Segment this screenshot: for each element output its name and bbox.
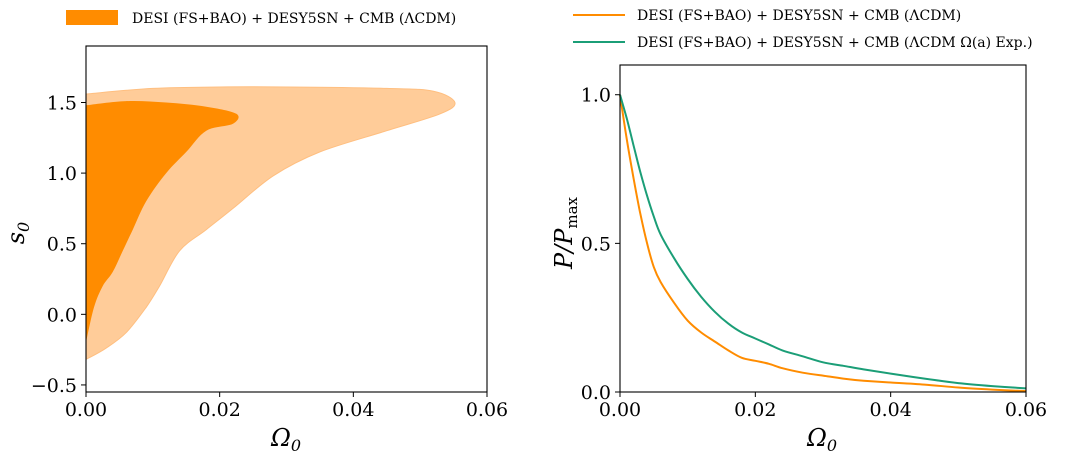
y-tick-label: 0.5 [581, 233, 611, 255]
legend-swatch-contour [66, 10, 118, 25]
left-y-axis-label-main: s [2, 232, 30, 244]
left-y-axis-label: s0 [2, 222, 33, 245]
right-x-axis-label: Ω0 [806, 424, 837, 455]
x-tick-label: 0.04 [332, 399, 374, 421]
right-x-ticks: 0.00 0.02 0.04 0.06 [599, 392, 1047, 421]
right-legend: DESI (FS+BAO) + DESY5SN + CMB (ΛCDM) DESI… [573, 8, 1033, 51]
series-line-2 [619, 94, 1027, 390]
x-tick-label: 0.02 [199, 399, 241, 421]
right-y-axis-label-sub: max [563, 196, 581, 228]
left-x-axis-label-main: Ω [270, 424, 291, 452]
y-tick-label: 1.0 [581, 85, 611, 107]
right-y-ticks: 0.0 0.5 1.0 [581, 85, 620, 404]
left-y-ticks: −0.5 0.0 0.5 1.0 1.5 [31, 92, 86, 397]
contour-region-68pct [86, 100, 239, 343]
left-legend: DESI (FS+BAO) + DESY5SN + CMB (ΛCDM) [66, 10, 456, 27]
y-tick-label: 0.0 [47, 304, 77, 326]
right-line-chart: DESI (FS+BAO) + DESY5SN + CMB (ΛCDM) DESI… [550, 8, 1047, 455]
left-y-axis-label-sub: 0 [14, 222, 33, 232]
left-x-ticks: 0.00 0.02 0.04 0.06 [65, 392, 508, 421]
right-plot-frame [619, 64, 1027, 393]
x-tick-label: 0.06 [466, 399, 508, 421]
left-contour-chart: DESI (FS+BAO) + DESY5SN + CMB (ΛCDM) 0.0… [2, 10, 508, 455]
y-tick-label: 1.0 [47, 163, 77, 185]
right-y-axis-label-main: P/P [550, 228, 578, 270]
y-tick-label: 0.5 [47, 234, 77, 256]
y-tick-label: 1.5 [47, 92, 77, 114]
left-plot-frame [85, 45, 488, 393]
right-x-axis-label-sub: 0 [827, 436, 837, 455]
x-tick-label: 0.06 [1005, 399, 1047, 421]
left-x-axis-label-sub: 0 [291, 436, 301, 455]
y-tick-label: −0.5 [31, 375, 77, 397]
x-tick-label: 0.02 [734, 399, 776, 421]
y-tick-label: 0.0 [581, 382, 611, 404]
legend-label-1: DESI (FS+BAO) + DESY5SN + CMB (ΛCDM) [637, 8, 961, 24]
x-tick-label: 0.00 [65, 399, 107, 421]
x-tick-label: 0.00 [599, 399, 641, 421]
right-x-axis-label-main: Ω [806, 424, 827, 452]
right-y-axis-label: P/Pmax [550, 196, 581, 270]
line-series [619, 94, 1027, 393]
x-tick-label: 0.04 [870, 399, 912, 421]
legend-label-2: DESI (FS+BAO) + DESY5SN + CMB (ΛCDM Ω(a)… [637, 35, 1033, 51]
series-line-1 [619, 94, 1027, 393]
contour-regions [86, 86, 456, 361]
legend-label-contour: DESI (FS+BAO) + DESY5SN + CMB (ΛCDM) [132, 11, 456, 27]
left-x-axis-label: Ω0 [270, 424, 301, 455]
